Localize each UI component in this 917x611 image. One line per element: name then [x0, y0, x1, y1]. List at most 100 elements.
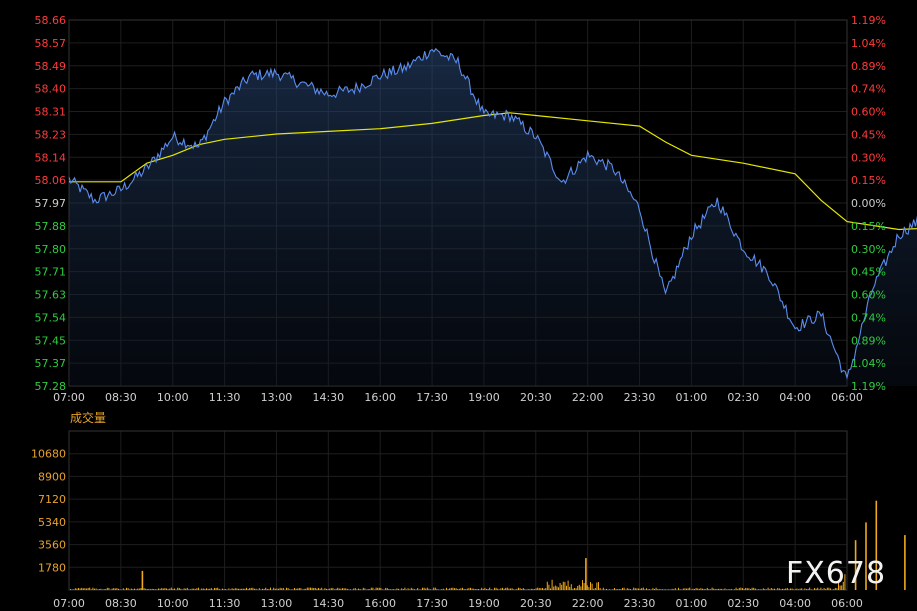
volume-bar [649, 589, 651, 590]
volume-bar [423, 587, 425, 590]
volume-bar [286, 587, 287, 590]
volume-bar [804, 588, 806, 590]
volume-bar [174, 588, 175, 590]
change-tick-label: 0.60% [851, 106, 886, 119]
volume-bar [753, 587, 755, 590]
volume-bar [612, 589, 614, 590]
volume-bar [206, 588, 207, 590]
volume-bar [745, 587, 747, 590]
volume-bar [780, 589, 782, 590]
volume-bar [743, 588, 745, 590]
volume-bar [599, 588, 601, 590]
volume-bar [310, 587, 311, 590]
volume-bar [484, 587, 486, 590]
volume-bar [538, 588, 540, 590]
volume-bar [169, 588, 171, 590]
volume-bar [594, 588, 596, 590]
volume-bar [343, 588, 345, 590]
volume-bar [462, 587, 463, 590]
volume-bar [238, 588, 239, 590]
volume-bar [604, 589, 606, 590]
price-tick-label: 58.49 [35, 60, 67, 73]
volume-bar [660, 589, 662, 590]
volume-bar [278, 588, 279, 590]
volume-bar [268, 589, 270, 590]
volume-bar [74, 588, 76, 590]
volume-bar [222, 588, 223, 590]
price-tick-label: 58.57 [35, 37, 67, 50]
volume-bar [362, 587, 364, 590]
volume-bar [695, 587, 697, 590]
volume-bar [657, 589, 659, 590]
volume-bar [553, 586, 555, 590]
volume-bar [838, 582, 839, 590]
volume-bar [807, 588, 809, 590]
volume-bar [575, 588, 577, 590]
volume-bar [402, 589, 404, 590]
volume-bar [242, 588, 244, 590]
volume-bar [306, 587, 308, 590]
volume-bar [742, 588, 743, 590]
volume-bar [812, 589, 814, 590]
volume-bar [588, 587, 590, 590]
price-time-label: 11:30 [209, 391, 241, 404]
volume-bar [111, 588, 113, 590]
volume-bar [166, 588, 167, 590]
volume-bar [294, 588, 295, 590]
volume-bar [473, 588, 475, 590]
volume-bar [830, 588, 831, 590]
volume-bar [276, 588, 278, 590]
price-area-fill [69, 48, 917, 386]
volume-time-label: 16:00 [364, 597, 396, 610]
volume-bar [138, 588, 140, 590]
volume-bar [273, 587, 275, 590]
volume-bar [394, 589, 396, 590]
volume-bar [825, 589, 827, 590]
volume-bar [468, 588, 470, 590]
volume-bar [758, 589, 759, 590]
volume-bar [652, 588, 654, 590]
volume-bar [817, 587, 819, 590]
volume-bar [497, 588, 499, 590]
volume-bar [263, 588, 265, 590]
volume-bar [436, 588, 438, 590]
volume-bar [433, 587, 435, 590]
volume-bar [614, 588, 615, 590]
volume-bar [162, 588, 164, 590]
volume-bar [350, 589, 351, 590]
volume-spike-bar [904, 535, 906, 590]
volume-bar [730, 588, 732, 590]
volume-bar [820, 587, 822, 590]
volume-bar [806, 589, 807, 590]
volume-bar [287, 588, 289, 590]
volume-bar [70, 589, 71, 590]
volume-bar [822, 589, 823, 590]
volume-bar [550, 588, 551, 590]
price-time-label: 19:00 [468, 391, 500, 404]
volume-bar [404, 587, 406, 590]
volume-bar [710, 589, 711, 590]
volume-bar [326, 588, 327, 590]
volume-bar [393, 589, 395, 590]
volume-bar [114, 588, 116, 590]
volume-bar [135, 589, 137, 590]
price-tick-label: 57.45 [35, 334, 67, 347]
volume-bar [754, 588, 756, 590]
volume-bar [762, 588, 764, 590]
volume-bar [364, 588, 366, 590]
volume-bar [406, 589, 407, 590]
volume-bar [785, 588, 787, 590]
volume-bar [527, 588, 529, 590]
volume-bar [799, 588, 801, 590]
volume-bar [102, 589, 103, 590]
volume-bar [826, 587, 828, 590]
volume-bar [761, 589, 763, 590]
volume-bar [567, 580, 569, 590]
volume-bar [623, 587, 625, 590]
volume-bar [81, 587, 83, 590]
volume-bar [617, 589, 619, 590]
volume-bar [834, 587, 836, 590]
volume-bar [662, 589, 663, 590]
volume-bar [719, 588, 721, 590]
volume-bar [116, 588, 118, 590]
